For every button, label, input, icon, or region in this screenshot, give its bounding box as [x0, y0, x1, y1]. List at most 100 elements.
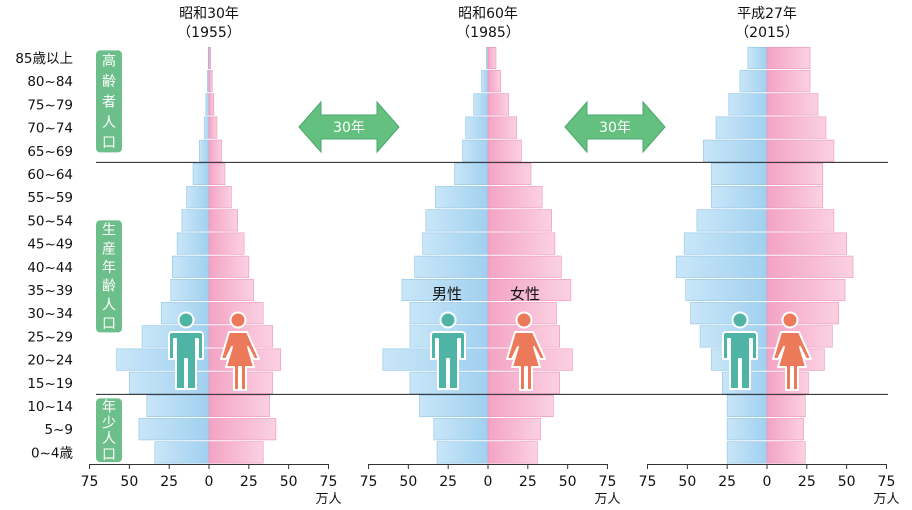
- age-label-16: 80~84: [27, 74, 73, 90]
- panel-year-p2: （2015）: [735, 25, 799, 41]
- x-tick-label-p1-1: 50: [399, 474, 417, 490]
- bar-male-p2-17: [747, 46, 768, 70]
- male-label: 男性: [432, 285, 462, 303]
- arrow-label-0: 30年: [333, 120, 365, 136]
- bar-female-p2-7: [766, 278, 846, 302]
- bar-female-p1-7: [487, 278, 572, 302]
- x-tick-label-p1-2: 25: [439, 474, 457, 490]
- bar-female-p2-10: [766, 209, 835, 232]
- bar-male-p1-0: [436, 441, 489, 464]
- panel-title-p0: 昭和30年: [179, 6, 239, 22]
- bar-male-p1-8: [414, 255, 489, 278]
- bar-female-p0-1: [208, 418, 277, 441]
- age-label-12: 60~64: [27, 167, 73, 183]
- bar-female-p0-9: [208, 232, 245, 255]
- bar-female-p0-15: [208, 93, 215, 116]
- age-label-17: 85歳以上: [15, 51, 73, 67]
- age-label-8: 40~44: [27, 260, 73, 276]
- bar-male-p1-12: [454, 162, 489, 186]
- bar-female-p2-8: [766, 255, 854, 278]
- female-label: 女性: [510, 285, 540, 303]
- bar-female-p0-8: [208, 255, 250, 278]
- category-char-elderly-3: 人: [102, 115, 116, 131]
- bar-male-p2-6: [690, 302, 768, 325]
- male-figure-icon-p2: [722, 311, 758, 390]
- bar-male-p1-13: [462, 139, 489, 162]
- age-label-11: 55~59: [27, 190, 73, 206]
- category-char-young-0: 年: [102, 399, 116, 415]
- age-label-6: 30~34: [27, 306, 73, 322]
- bar-male-p0-15: [205, 93, 210, 116]
- x-tick-label-p1-6: 75: [599, 474, 617, 490]
- unit-label-p2: 万人: [873, 492, 899, 507]
- x-tick-label-p1-4: 25: [519, 474, 537, 490]
- bar-female-p0-14: [208, 116, 218, 139]
- category-char-young-3: 口: [102, 447, 116, 463]
- bar-male-p0-2: [146, 394, 210, 418]
- x-tick-label-p0-5: 50: [280, 474, 298, 490]
- bar-male-p0-1: [138, 418, 210, 441]
- bar-female-p2-15: [766, 93, 819, 116]
- category-char-elderly-4: 口: [102, 135, 116, 151]
- x-tick-label-p0-4: 25: [240, 474, 258, 490]
- age-label-5: 25~29: [27, 329, 73, 345]
- x-tick-label-p2-0: 75: [639, 474, 657, 490]
- bar-male-p2-16: [739, 70, 768, 93]
- category-box-young: [96, 398, 122, 462]
- bar-male-p2-14: [715, 116, 768, 139]
- age-label-9: 45~49: [27, 237, 73, 253]
- bar-male-p2-8: [675, 255, 768, 278]
- female-figure-icon-p2: [772, 311, 812, 391]
- bar-female-p1-8: [487, 255, 562, 278]
- bar-female-p1-13: [487, 139, 522, 162]
- bar-female-p1-10: [487, 209, 553, 232]
- x-tick-label-p2-4: 25: [798, 474, 816, 490]
- bar-male-p1-1: [433, 418, 489, 441]
- bar-male-p0-10: [181, 209, 210, 232]
- bar-female-p0-16: [208, 70, 213, 93]
- bar-female-p2-11: [766, 186, 824, 209]
- bar-female-p1-2: [487, 394, 554, 418]
- bar-female-p1-15: [487, 93, 510, 116]
- bar-male-p2-9: [683, 232, 768, 255]
- bar-male-p1-9: [422, 232, 489, 255]
- category-box-elderly: [96, 50, 122, 153]
- age-label-0: 0~4歳: [31, 445, 73, 461]
- x-tick-label-p0-3: 0: [205, 474, 214, 490]
- female-figure-icon-p0: [220, 311, 260, 391]
- bar-female-p1-9: [487, 232, 556, 255]
- bar-female-p2-12: [766, 162, 824, 186]
- unit-label-p1: 万人: [594, 492, 620, 507]
- figures-layer: [168, 311, 812, 391]
- x-tick-label-p2-3: 0: [763, 474, 772, 490]
- unit-label-p0: 万人: [315, 492, 341, 507]
- bar-female-p0-10: [208, 209, 238, 232]
- category-char-young-1: 少: [102, 415, 116, 431]
- bar-female-p0-2: [208, 394, 270, 418]
- category-char-young-2: 人: [102, 431, 116, 447]
- bar-male-p1-15: [473, 93, 489, 116]
- category-char-working-2: 年: [102, 260, 116, 276]
- age-label-7: 35~39: [27, 283, 73, 299]
- bar-female-p2-2: [766, 394, 806, 418]
- category-char-elderly-2: 者: [102, 94, 116, 110]
- bar-female-p1-11: [487, 186, 543, 209]
- category-char-working-5: 口: [102, 316, 116, 332]
- panel-title-p2: 平成27年: [737, 6, 797, 22]
- bar-female-p0-0: [208, 441, 264, 464]
- x-tick-label-p0-1: 50: [120, 474, 138, 490]
- bar-female-p1-17: [487, 46, 497, 70]
- bar-male-p2-13: [702, 139, 768, 162]
- age-label-2: 10~14: [27, 399, 73, 415]
- bar-female-p2-16: [766, 70, 811, 93]
- category-char-working-4: 人: [102, 297, 116, 313]
- bars-layer: [116, 46, 854, 464]
- category-char-elderly-0: 高: [102, 53, 116, 70]
- bar-male-p2-10: [696, 209, 768, 232]
- bar-female-p2-13: [766, 139, 835, 162]
- bar-female-p0-12: [208, 162, 226, 186]
- double-arrow-0: [298, 100, 400, 154]
- bar-female-p0-7: [208, 278, 254, 302]
